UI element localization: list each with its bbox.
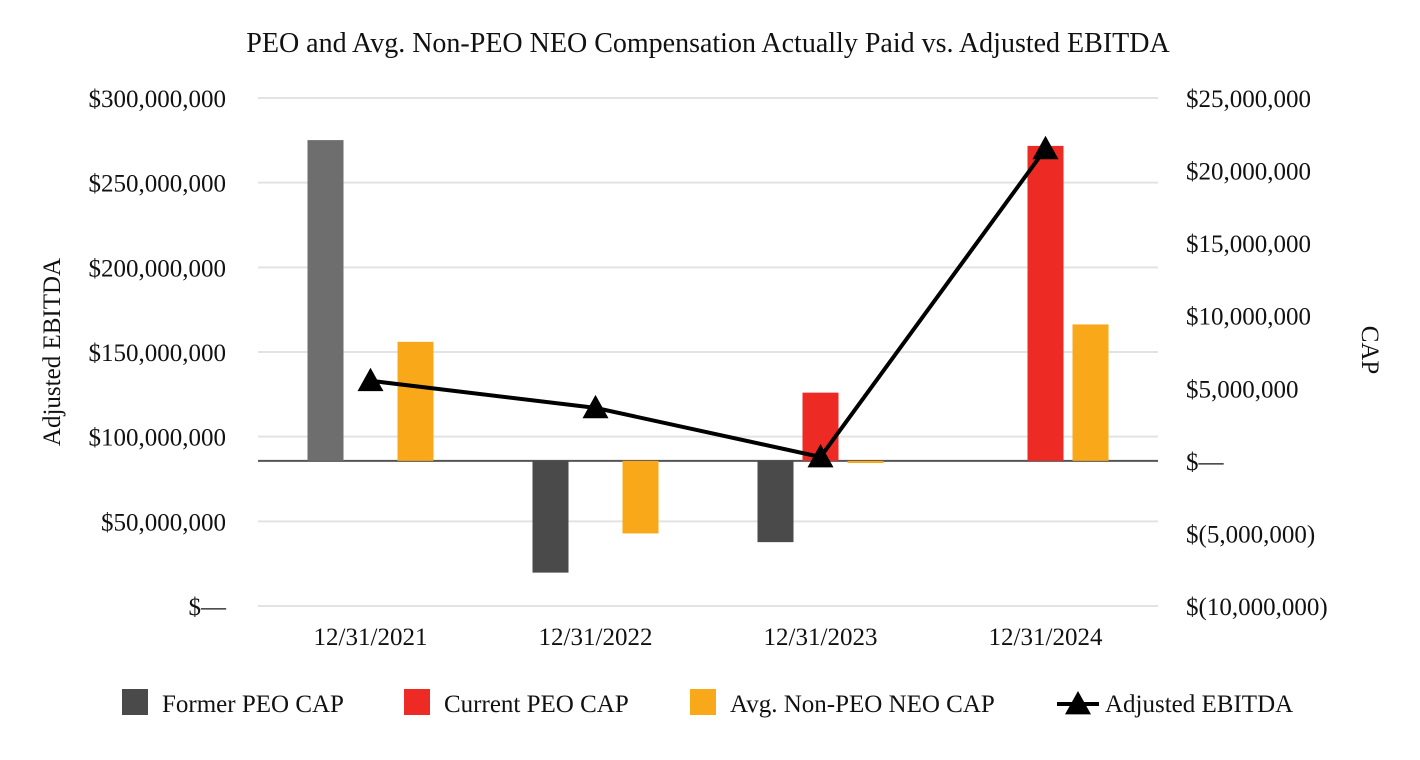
bar-current-peo-cap xyxy=(1027,145,1064,461)
right-tick-label: $5,000,000 xyxy=(1186,376,1299,403)
left-tick-label: $100,000,000 xyxy=(89,425,227,452)
legend-label: Adjusted EBITDA xyxy=(1105,691,1293,718)
right-tick-label: $— xyxy=(1186,449,1225,476)
left-axis-ticks: $300,000,000 $250,000,000 $200,000,000 $150… xyxy=(89,86,228,621)
bar-avg-non-peo-neo-cap xyxy=(1072,324,1109,461)
left-tick-label: $300,000,000 xyxy=(89,86,227,113)
bar-avg-non-peo-neo-cap xyxy=(622,460,659,534)
legend-label: Former PEO CAP xyxy=(162,691,344,718)
legend-swatch xyxy=(404,689,430,715)
bar-avg-non-peo-neo-cap xyxy=(397,341,434,461)
left-tick-label: $50,000,000 xyxy=(101,509,226,536)
ebitda-line xyxy=(357,135,1059,468)
bar-former-peo-cap xyxy=(307,140,344,461)
category-label: 12/31/2024 xyxy=(989,624,1103,651)
grid-lines xyxy=(258,97,1158,607)
right-tick-label: $20,000,000 xyxy=(1186,159,1311,186)
right-tick-label: $(5,000,000) xyxy=(1186,521,1315,548)
category-label: 12/31/2023 xyxy=(764,624,878,651)
left-axis-label: Adjusted EBITDA xyxy=(39,258,66,446)
category-labels: 12/31/2021 12/31/2022 12/31/2023 12/31/2024 xyxy=(314,624,1103,651)
left-tick-label: $250,000,000 xyxy=(89,171,227,198)
legend-swatch xyxy=(122,689,148,715)
left-tick-label: $200,000,000 xyxy=(89,255,227,282)
right-tick-label: $25,000,000 xyxy=(1186,86,1311,113)
ebitda-point xyxy=(1032,135,1059,160)
right-tick-label: $10,000,000 xyxy=(1186,304,1311,331)
category-label: 12/31/2021 xyxy=(314,624,428,651)
bar-former-peo-cap xyxy=(532,460,569,573)
right-tick-label: $(10,000,000) xyxy=(1186,594,1328,621)
right-tick-label: $15,000,000 xyxy=(1186,231,1311,258)
ebitda-point xyxy=(582,394,609,419)
ebitda-point xyxy=(357,367,384,392)
legend: Former PEO CAP Current PEO CAP Avg. Non-PE… xyxy=(122,689,1293,718)
legend-swatch xyxy=(690,689,716,715)
bar-avg-non-peo-neo-cap xyxy=(847,460,884,464)
ebitda-point xyxy=(807,443,834,468)
category-label: 12/31/2022 xyxy=(539,624,653,651)
legend-label: Current PEO CAP xyxy=(444,691,629,718)
left-tick-label: $150,000,000 xyxy=(89,340,227,367)
bars xyxy=(307,140,1109,573)
legend-label: Avg. Non-PEO NEO CAP xyxy=(730,691,995,718)
chart-title: PEO and Avg. Non-PEO NEO Compensation Ac… xyxy=(246,28,1170,59)
right-axis-label: CAP xyxy=(1356,326,1383,375)
right-axis-ticks: $25,000,000 $20,000,000 $15,000,000 $10,000… xyxy=(1186,86,1328,621)
legend-marker xyxy=(1065,691,1091,715)
bar-former-peo-cap xyxy=(757,460,794,543)
left-tick-label: $— xyxy=(189,594,228,621)
ebitda-line-path xyxy=(370,147,1048,460)
